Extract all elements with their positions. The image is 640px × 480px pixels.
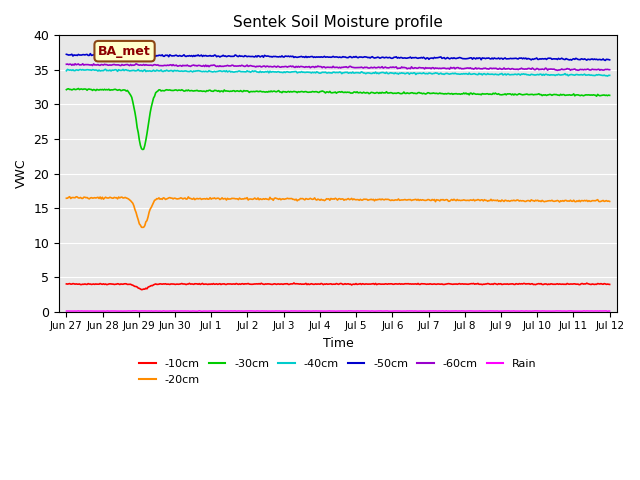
Y-axis label: VWC: VWC (15, 159, 28, 188)
Title: Sentek Soil Moisture profile: Sentek Soil Moisture profile (233, 15, 443, 30)
Legend: -10cm, -20cm, -30cm, -40cm, -50cm, -60cm, Rain: -10cm, -20cm, -30cm, -40cm, -50cm, -60cm… (135, 355, 541, 389)
Text: BA_met: BA_met (98, 45, 151, 58)
X-axis label: Time: Time (323, 337, 353, 350)
